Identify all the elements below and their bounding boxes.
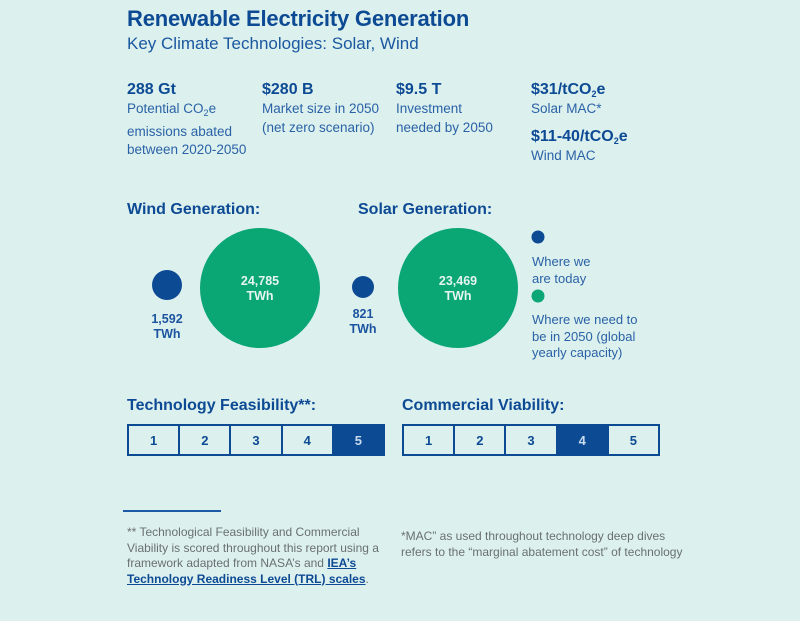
stat-label: Potential CO2e emissions abated between … [127, 101, 247, 157]
feasibility-level-3: 3 [231, 426, 283, 454]
footnote-divider [123, 510, 221, 512]
stat-investment: $9.5 T Investment needed by 2050 [396, 81, 496, 137]
viability-level-3: 3 [506, 426, 558, 454]
viability-level-1: 1 [404, 426, 456, 454]
solar-generation-heading: Solar Generation: [358, 201, 493, 218]
legend-today-dot [531, 230, 545, 244]
stat-value: $9.5 T [396, 81, 442, 98]
wind-today-bubble [152, 270, 182, 300]
viability-level-2: 2 [455, 426, 507, 454]
feasibility-level-1: 1 [129, 426, 181, 454]
wind-target-label: 24,785 TWh [240, 274, 280, 303]
viability-level-4: 4 [557, 426, 609, 454]
solar-today-bubble [352, 276, 374, 298]
wind-target-bubble [200, 228, 320, 348]
feasibility-level-4: 4 [282, 426, 334, 454]
solar-today-label: 821 TWh [349, 307, 377, 336]
stat-value: $31/tCO2e [531, 81, 606, 99]
viability-level-5: 5 [608, 426, 659, 454]
page-title: Renewable Electricity Generation [127, 6, 470, 31]
feasibility-level-5: 5 [333, 426, 384, 454]
footnote-trl: ** Technological Feasibility and Commerc… [127, 525, 379, 586]
legend-target-label: Where we need to be in 2050 (global year… [532, 312, 638, 360]
stat-solar-mac: $31/tCO2e Solar MAC* [531, 81, 605, 119]
stat-value: $11-40/tCO2e [531, 128, 628, 146]
stat-value: $280 B [262, 81, 314, 98]
stat-label: Solar MAC* [531, 101, 602, 116]
footnote-mac: *MAC” as used throughout technology deep… [401, 529, 683, 559]
stat-label: Investment needed by 2050 [396, 101, 493, 135]
viability-heading: Commercial Viability: [402, 397, 565, 414]
wind-today-label: 1,592 TWh [151, 312, 183, 341]
wind-generation-heading: Wind Generation: [127, 201, 261, 218]
page-subtitle: Key Climate Technologies: Solar, Wind [127, 34, 419, 53]
stat-value: 288 Gt [127, 81, 176, 98]
stat-label: Wind MAC [531, 148, 596, 163]
stat-abatement: 288 Gt Potential CO2e emissions abated b… [127, 81, 252, 160]
legend-today-label: Where we are today [532, 254, 591, 286]
solar-target-label: 23,469 TWh [438, 274, 478, 303]
legend-target-dot [531, 289, 545, 303]
feasibility-level-2: 2 [180, 426, 232, 454]
stat-market-size: $280 B Market size in 2050 (net zero sce… [262, 81, 382, 137]
solar-target-bubble [398, 228, 518, 348]
stat-label: Market size in 2050 (net zero scenario) [262, 101, 380, 135]
trl-link[interactable]: IEA’s Technology Readiness Level (TRL) s… [127, 556, 366, 586]
stat-wind-mac: $11-40/tCO2e Wind MAC [531, 128, 628, 166]
feasibility-heading: Technology Feasibility**: [127, 397, 317, 414]
